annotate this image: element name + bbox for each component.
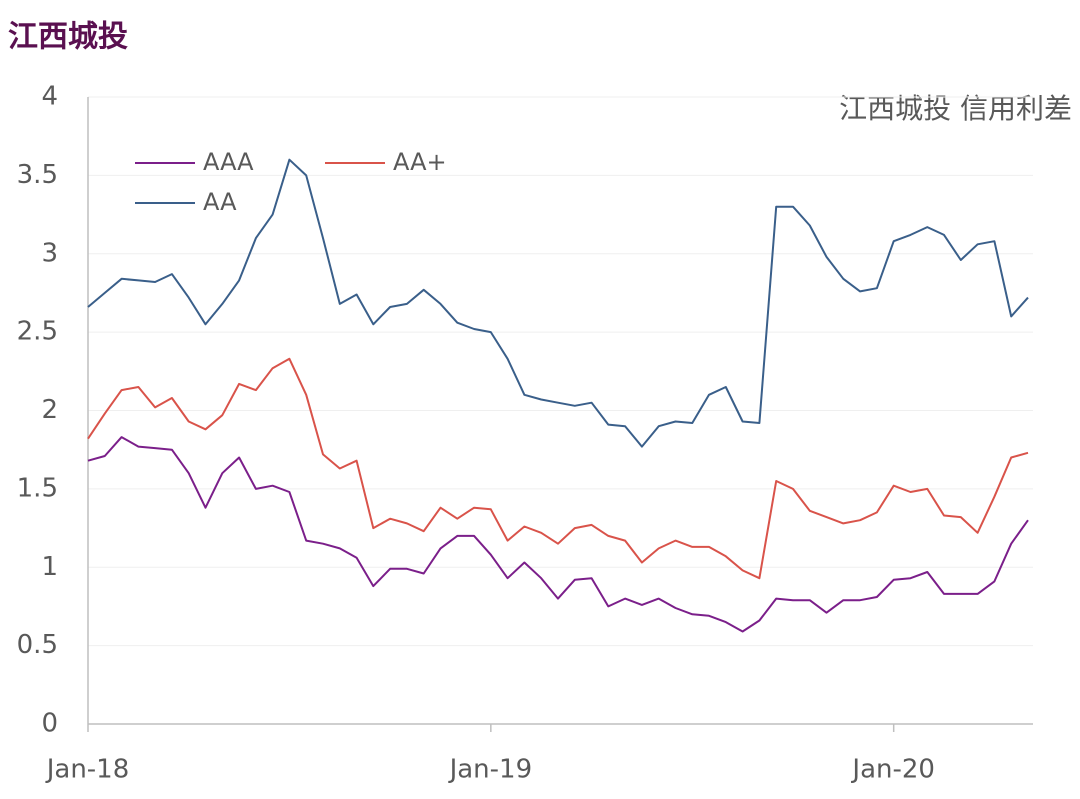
y-tick-label: 3	[41, 238, 58, 268]
y-tick-label: 1	[41, 552, 58, 582]
y-tick-label: 4	[41, 82, 58, 112]
legend-label: AA+	[393, 148, 447, 176]
x-tick-label: Jan-18	[45, 755, 130, 785]
series-line	[87, 436, 1029, 633]
x-tick-label: Jan-19	[448, 755, 533, 785]
legend-label: AAA	[203, 148, 254, 176]
legend-label: AA	[203, 188, 237, 216]
y-tick-label: 0.5	[17, 630, 58, 660]
y-tick-label: 2	[41, 395, 58, 425]
chart-title: 江西城投	[8, 20, 128, 55]
series-line	[87, 158, 1029, 448]
x-tick-label: Jan-20	[850, 755, 935, 785]
series-line	[87, 357, 1029, 580]
y-tick-label: 3.5	[17, 160, 58, 190]
y-tick-label: 0	[41, 709, 58, 739]
y-tick-label: 2.5	[17, 317, 58, 347]
y-tick-label: 1.5	[17, 473, 58, 503]
